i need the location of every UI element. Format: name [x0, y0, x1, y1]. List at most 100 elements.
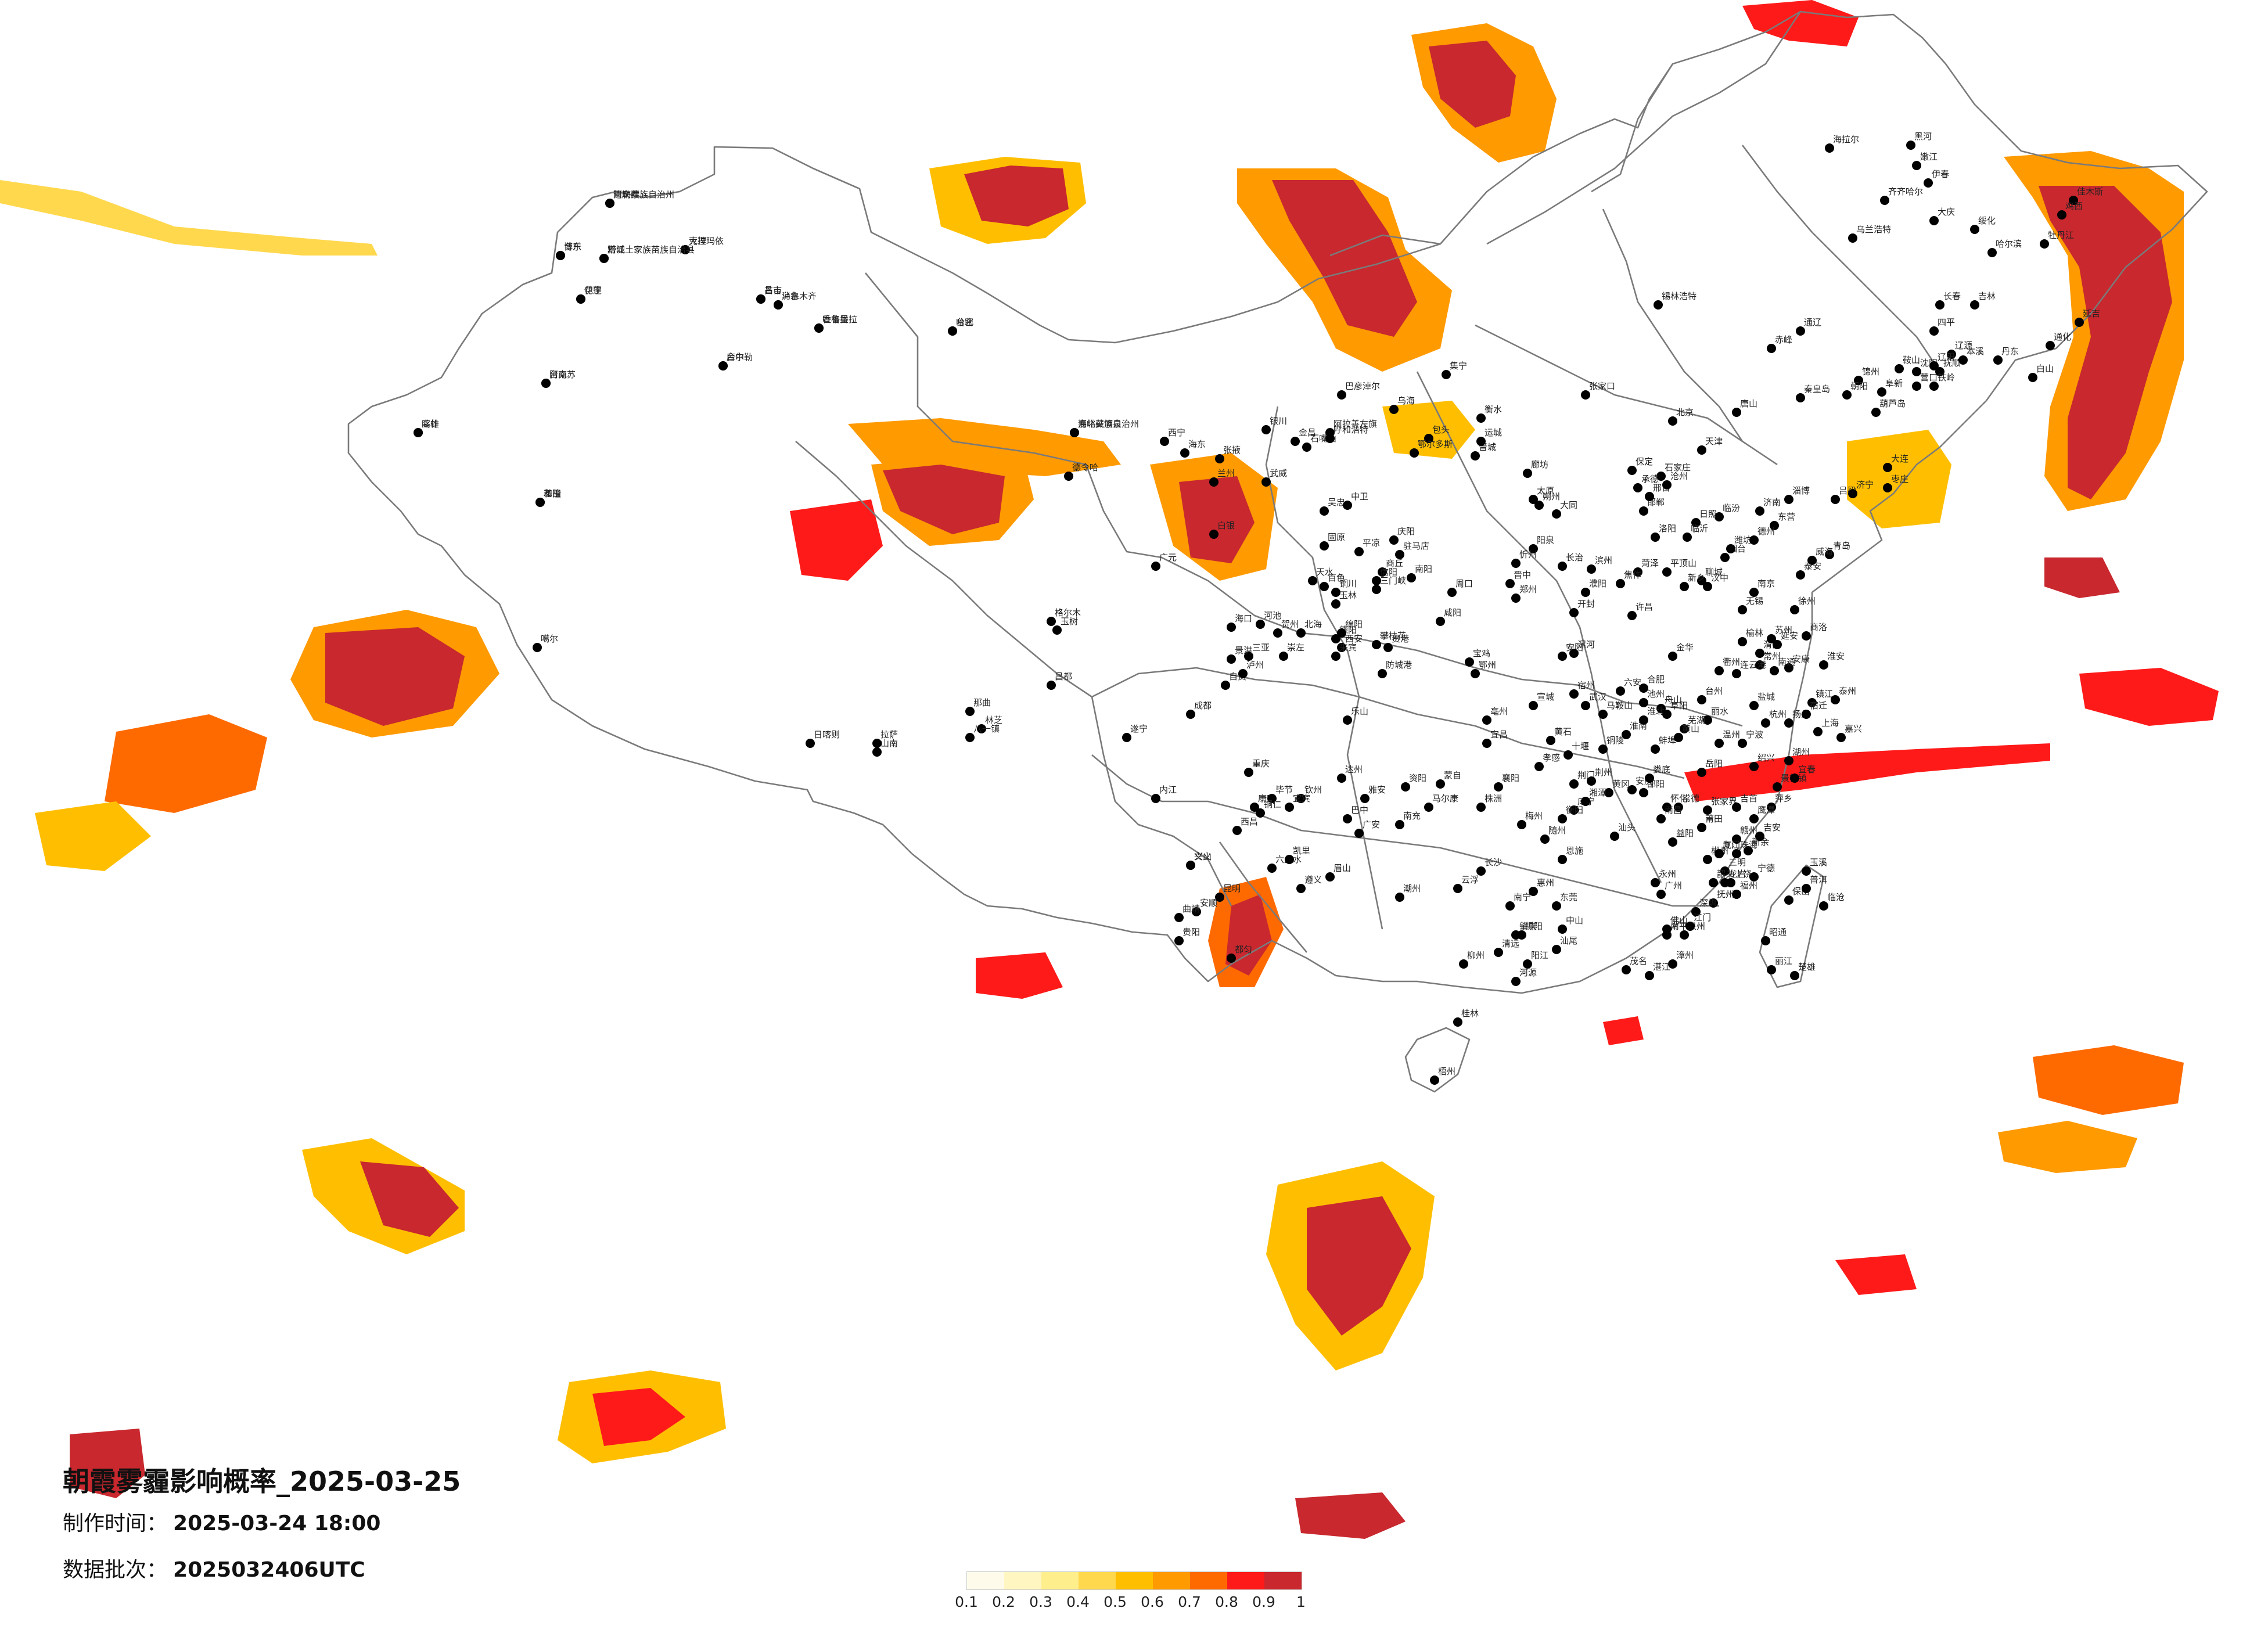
city-marker: [1848, 489, 1857, 498]
city-label: 濮阳: [1589, 578, 1606, 589]
city-label: 潮州: [1403, 883, 1421, 894]
city-marker: [1645, 774, 1654, 783]
city-label: 和田: [544, 488, 561, 499]
city-marker: [1494, 948, 1503, 957]
city-label: 资阳: [1409, 773, 1426, 783]
legend-tick: 0.4: [1066, 1593, 1090, 1610]
city-marker: [1389, 535, 1399, 545]
legend-tick: 0.5: [1104, 1593, 1127, 1610]
city-label: 台中: [727, 352, 744, 362]
city-label: 柳州: [1467, 950, 1485, 961]
city-label: 西昌: [1241, 816, 1258, 827]
city-marker: [1534, 762, 1544, 771]
city-label: 梧州: [1438, 1066, 1455, 1077]
city-marker: [1662, 710, 1672, 719]
city-marker: [535, 498, 545, 507]
city-marker: [1389, 405, 1399, 414]
city-marker: [1685, 922, 1695, 931]
city-marker: [1372, 640, 1381, 649]
city-label: 常德: [1682, 793, 1699, 804]
city-label: 遂宁: [1130, 724, 1148, 734]
city-marker: [1639, 506, 1648, 516]
city-label: 泰州: [1839, 686, 1856, 696]
city-label: 武汉: [1589, 692, 1606, 702]
city-label: 景洪: [1235, 645, 1252, 656]
city-label: 肇庆: [1519, 921, 1537, 931]
city-label: 噶尔: [541, 634, 558, 644]
city-marker: [1436, 617, 1445, 626]
city-label: 台州: [1705, 686, 1723, 696]
city-marker: [1654, 300, 1663, 310]
city-marker: [1784, 895, 1793, 905]
city-marker: [1755, 506, 1764, 516]
legend-swatch: [1264, 1572, 1302, 1589]
city-label: 德令哈: [1072, 462, 1098, 473]
city-label: 威海: [1816, 546, 1833, 557]
city-label: 阜新: [1885, 378, 1903, 388]
legend-tick: 0.6: [1141, 1593, 1164, 1610]
city-label: 许昌: [1636, 602, 1653, 612]
city-marker: [1372, 585, 1381, 594]
city-marker: [1581, 588, 1590, 597]
city-label: 南昌: [1665, 805, 1682, 815]
city-label: 潍坊: [1734, 535, 1752, 545]
city-label: 萍乡: [1775, 793, 1792, 804]
city-label: 永州: [1659, 869, 1676, 879]
city-marker: [1912, 367, 1921, 376]
city-label: 益阳: [1676, 828, 1694, 839]
city-marker: [1656, 890, 1666, 899]
city-label: 丹东: [2001, 346, 2019, 357]
city-label: 锡林浩特: [1662, 291, 1696, 301]
city-marker: [1662, 924, 1672, 934]
city-label: 曲靖: [1182, 904, 1200, 914]
city-marker: [1627, 785, 1637, 794]
city-marker: [1668, 652, 1677, 661]
city-label: 巴中: [1351, 805, 1368, 815]
city-label: 遵义: [1304, 875, 1322, 885]
city-label: 齐齐哈尔: [1888, 186, 1923, 197]
city-label: 贵阳: [1182, 927, 1200, 937]
haze-patch: [790, 499, 883, 581]
legend-tick-labels: 0.1 0.2 0.3 0.4 0.5 0.6 0.7 0.8 0.9 1: [955, 1593, 1306, 1613]
city-marker: [1459, 959, 1468, 969]
city-label: 三门峡: [1380, 575, 1406, 586]
city-label: 咸阳: [1444, 607, 1461, 618]
city-marker: [1598, 744, 1608, 754]
city-marker: [1476, 866, 1486, 876]
city-marker: [1256, 808, 1265, 818]
city-marker: [1935, 300, 1944, 310]
city-marker: [1622, 965, 1631, 974]
city-marker: [1802, 884, 1811, 893]
city-label: 广州: [1665, 880, 1682, 891]
city-marker: [1395, 820, 1404, 829]
city-label: 攀枝花: [1380, 631, 1406, 641]
city-label: 宿迁: [1810, 700, 1827, 711]
city-marker: [1482, 715, 1491, 725]
city-marker: [1331, 588, 1340, 597]
city-marker: [1569, 805, 1579, 815]
city-marker: [1691, 518, 1701, 527]
city-label: 南平: [1670, 921, 1688, 931]
haze-patch: [1847, 430, 1951, 528]
city-marker: [1877, 387, 1886, 397]
city-label: 江门: [1694, 912, 1711, 923]
city-marker: [1784, 756, 1793, 765]
city-marker: [1174, 913, 1184, 922]
city-label: 日喀则: [814, 729, 840, 740]
haze-probability-layer: [0, 0, 2219, 1539]
city-marker: [1180, 448, 1189, 458]
city-marker: [1250, 803, 1259, 812]
city-label: 格尔木: [1055, 607, 1081, 618]
made-time-line: 制作时间： 2025-03-24 18:00: [63, 1513, 461, 1534]
city-marker: [1825, 550, 1834, 559]
province-lines: [795, 145, 1941, 953]
haze-patch: [1742, 0, 1859, 46]
haze-patch: [2039, 186, 2172, 499]
city-label: 舟山: [1665, 695, 1682, 705]
city-marker: [1993, 355, 2003, 365]
city-marker: [1569, 689, 1579, 699]
city-marker: [1395, 893, 1404, 902]
city-marker: [1819, 901, 1828, 911]
city-label: 岳阳: [1705, 758, 1723, 769]
city-marker: [1209, 477, 1219, 487]
